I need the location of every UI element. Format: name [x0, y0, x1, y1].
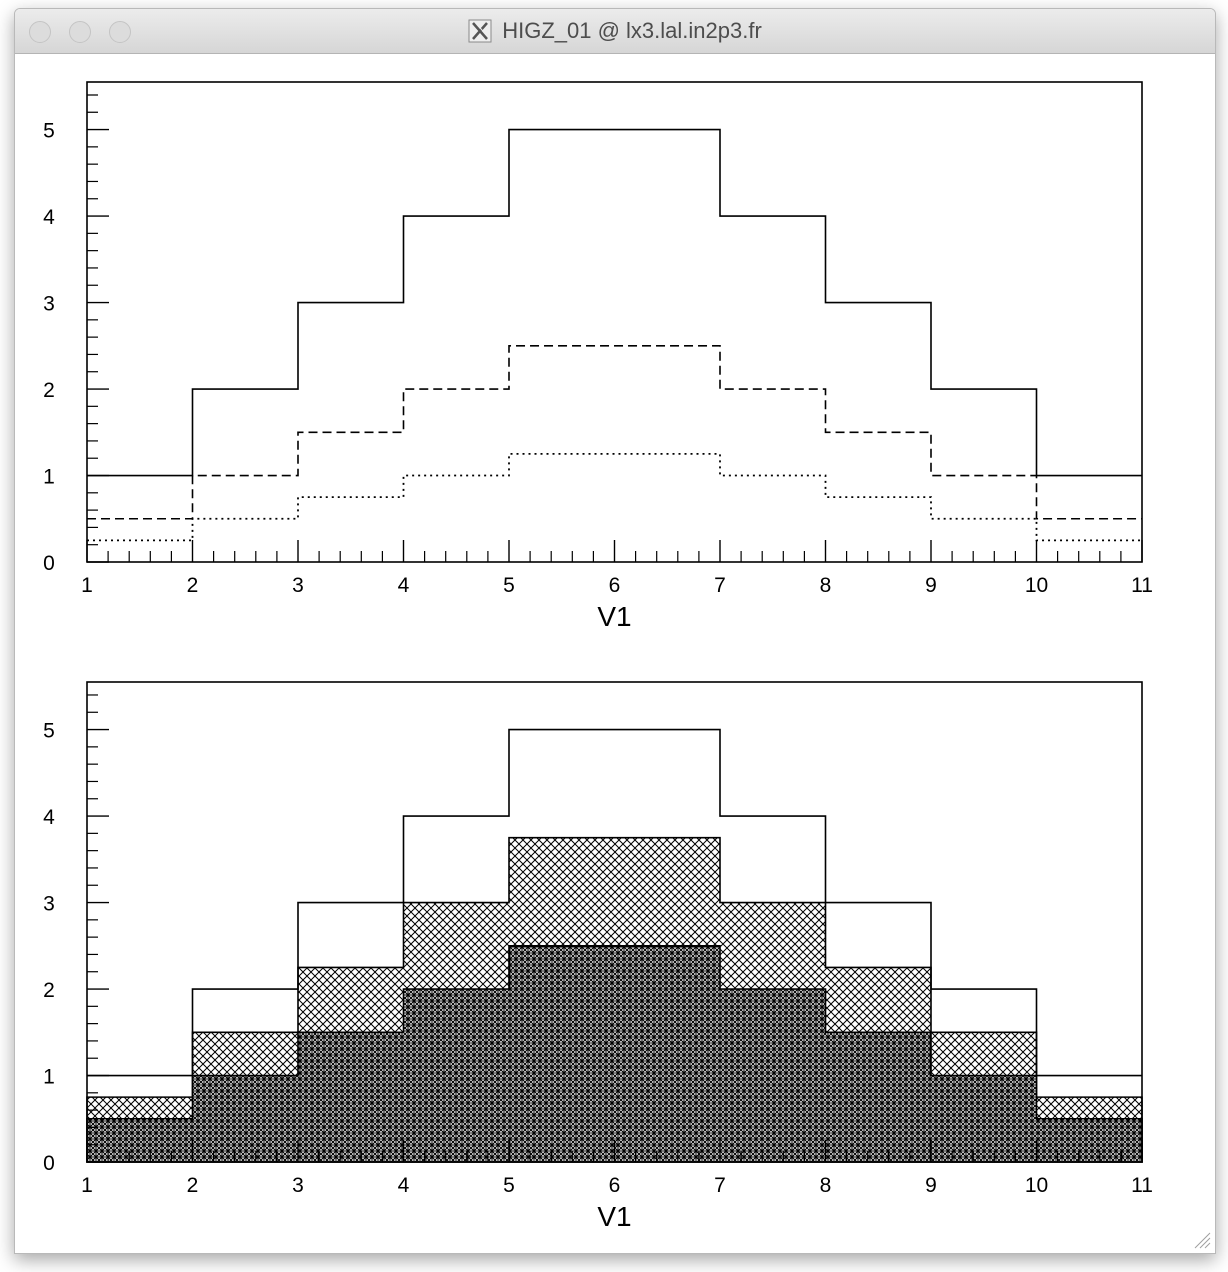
top-histogram-chart: 1 2 3 4 5 6 7 8 9 10 11 V1 0 1 2 3 4 5	[43, 81, 1153, 632]
y-tick-label: 3	[43, 893, 55, 916]
title-bar[interactable]: HIGZ_01 @ lx3.lal.in2p3.fr	[15, 9, 1215, 54]
bottom-histogram-chart: 1 2 3 4 5 6 7 8 9 10 11 V1 0 1 2 3 4 5	[43, 681, 1153, 1232]
chart1-series-1-line	[87, 128, 1142, 477]
x-tick-label: 8	[820, 574, 832, 597]
x-tick-label: 10	[1025, 1174, 1048, 1197]
x-tick-label: 2	[187, 1174, 199, 1197]
y-tick-label: 4	[43, 206, 55, 229]
x11-icon	[468, 19, 492, 43]
y-tick-label: 5	[43, 120, 55, 143]
x-tick-label: 5	[503, 1174, 515, 1197]
x-axis-label: V1	[597, 601, 631, 632]
y-tick-label: 2	[43, 379, 55, 402]
chart2-series-3-fill	[86, 944, 1143, 1163]
chart1-series-2-line	[87, 344, 1142, 520]
y-tick-label: 0	[43, 552, 55, 575]
x-tick-label: 5	[503, 574, 515, 597]
x-tick-label: 4	[398, 574, 410, 597]
y-tick-label: 3	[43, 293, 55, 316]
chart2-series-1-line	[87, 728, 1142, 1077]
x-tick-label: 10	[1025, 574, 1048, 597]
x-tick-label: 1	[81, 574, 93, 597]
y-tick-label: 4	[43, 806, 55, 829]
x-tick-label: 11	[1131, 1174, 1153, 1197]
x11-window: HIGZ_01 @ lx3.lal.in2p3.fr 1 2 3 4 5 6 7 8 9 10 11…	[14, 8, 1216, 1254]
y-tick-label: 1	[43, 1066, 55, 1089]
y-tick-label: 1	[43, 466, 55, 489]
canvas-area: 1 2 3 4 5 6 7 8 9 10 11 V1 0 1 2 3 4 5 1 2 3 4 5 6 7 8 9 10 11 V1 0 1 2…	[15, 54, 1215, 1253]
x-tick-label: 7	[714, 1174, 726, 1197]
x-tick-label: 7	[714, 574, 726, 597]
x-tick-label: 9	[925, 1174, 937, 1197]
zoom-button[interactable]	[109, 21, 131, 43]
x-axis-label: V1	[597, 1201, 631, 1232]
chart1-series-3-line	[87, 452, 1142, 542]
window-title: HIGZ_01 @ lx3.lal.in2p3.fr	[502, 18, 762, 43]
resize-grip-icon[interactable]	[1189, 1227, 1211, 1249]
chart1-frame	[86, 81, 1143, 563]
x-tick-label: 8	[820, 1174, 832, 1197]
x-tick-label: 1	[81, 1174, 93, 1197]
x-tick-label: 6	[609, 1174, 621, 1197]
x-tick-label: 11	[1131, 574, 1153, 597]
x-tick-label: 4	[398, 1174, 410, 1197]
y-tick-label: 0	[43, 1152, 55, 1175]
y-tick-label: 2	[43, 979, 55, 1002]
minimize-button[interactable]	[69, 21, 91, 43]
x-tick-label: 3	[292, 574, 304, 597]
x-tick-label: 9	[925, 574, 937, 597]
close-button[interactable]	[29, 21, 51, 43]
y-tick-label: 5	[43, 720, 55, 743]
x-tick-label: 6	[609, 574, 621, 597]
x-tick-label: 3	[292, 1174, 304, 1197]
x-tick-label: 2	[187, 574, 199, 597]
